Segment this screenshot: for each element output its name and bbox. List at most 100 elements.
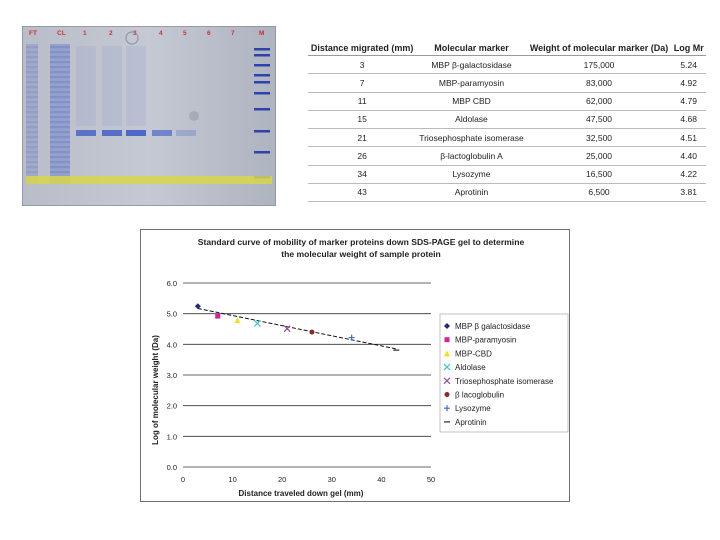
- gel-band: [50, 91, 70, 94]
- table-row: 26 β-lactoglobulin A 25,000 4.40: [308, 146, 706, 166]
- data-point: [194, 303, 201, 310]
- gel-lane-smear: [26, 44, 38, 184]
- marker-band: [254, 74, 270, 77]
- standard-curve-chart: Standard curve of mobility of marker pro…: [140, 229, 570, 502]
- lane-label: 1: [83, 30, 87, 37]
- y-tick-label: 2.0: [167, 402, 177, 411]
- gel-band: [50, 116, 70, 119]
- gel-band: [50, 101, 70, 104]
- table-cell: 16,500: [526, 165, 672, 184]
- marker-band: [254, 81, 270, 84]
- gel-band: [50, 171, 70, 174]
- table-cell: MBP-paramyosin: [416, 73, 527, 93]
- gel-band: [26, 56, 38, 59]
- lane-label: 2: [109, 30, 113, 37]
- table-cell: 34: [308, 165, 417, 184]
- table-cell: 4.22: [671, 165, 706, 184]
- marker-band: [254, 108, 270, 111]
- table-cell: 62,000: [526, 92, 672, 111]
- legend-label: Aprotinin: [455, 418, 487, 427]
- table-cell: 83,000: [526, 73, 672, 93]
- gel-band: [50, 131, 70, 134]
- y-tick-label: 1.0: [167, 432, 177, 441]
- gel-band: [26, 116, 38, 119]
- table-row: 21 Triosephosphate isomerase 32,500 4.51: [308, 128, 706, 148]
- gel-band: [26, 81, 38, 84]
- gel-band: [26, 136, 38, 139]
- table-cell: 4.79: [671, 92, 706, 111]
- lane-label: 4: [159, 30, 163, 37]
- marker-band: [254, 48, 270, 51]
- legend-marker: [444, 350, 450, 357]
- marker-band: [254, 130, 270, 133]
- gel-band: [26, 121, 38, 124]
- data-point: [309, 329, 315, 335]
- table-cell: 26: [308, 146, 417, 166]
- table-row: 3 MBP β-galactosidase 175,000 5.24: [308, 55, 706, 75]
- legend-label: MBP-paramyosin: [455, 336, 516, 345]
- legend-label: Lysozyme: [455, 404, 491, 413]
- gel-lane-smear: [126, 46, 146, 126]
- table-header-row: Distance migrated (mm) Molecular marker We…: [308, 42, 706, 56]
- table-cell: Triosephosphate isomerase: [416, 128, 527, 148]
- x-tick-label: 20: [278, 475, 286, 484]
- gel-band: [50, 86, 70, 89]
- table-row: 11 MBP CBD 62,000 4.79: [308, 92, 706, 111]
- gel-band: [50, 166, 70, 169]
- marker-band: [254, 92, 270, 95]
- gel-band: [26, 91, 38, 94]
- gel-band: [26, 66, 38, 69]
- trendline: [197, 307, 397, 350]
- table-cell: 175,000: [526, 55, 672, 75]
- gel-band: [26, 166, 38, 169]
- table-header-cell: Weight of molecular marker (Da): [526, 42, 672, 56]
- x-tick-label: 10: [228, 475, 236, 484]
- protein-band: [76, 130, 96, 136]
- legend-label: Aldolase: [455, 363, 486, 372]
- legend-marker: [444, 405, 450, 412]
- gel-band: [50, 121, 70, 124]
- table-cell: 4.40: [671, 146, 706, 166]
- lane-label: FT: [29, 30, 37, 37]
- table-row: 34 Lysozyme 16,500 4.22: [308, 165, 706, 184]
- table-cell: 47,500: [526, 110, 672, 130]
- table-cell: 4.51: [671, 128, 706, 148]
- data-point: [215, 313, 221, 319]
- x-tick-label: 50: [427, 475, 435, 484]
- table-row: 43 Aprotinin 6,500 3.81: [308, 183, 706, 203]
- gel-band: [26, 161, 38, 164]
- gel-band: [50, 161, 70, 164]
- table-cell: 4.92: [671, 73, 706, 93]
- protein-band: [102, 130, 122, 136]
- legend-box: [439, 313, 569, 433]
- table-cell: β-lactoglobulin A: [416, 146, 527, 166]
- y-tick-label: 6.0: [167, 279, 177, 288]
- gel-band: [26, 46, 38, 49]
- gel-band: [26, 76, 38, 79]
- gel-band: [50, 96, 70, 99]
- protein-band: [152, 130, 172, 136]
- lane-label: CL: [57, 30, 66, 37]
- dye-front: [26, 176, 272, 184]
- y-tick-label: 3.0: [167, 371, 177, 380]
- lane-label: M: [259, 30, 264, 37]
- protein-band: [176, 130, 196, 136]
- chart-legend: MBP β galactosidase MBP-paramyosin MBP-CBD…: [439, 313, 569, 433]
- legend-marker: [444, 323, 450, 329]
- marker-band: [254, 151, 270, 154]
- x-axis-label: Distance traveled down gel (mm): [239, 489, 364, 498]
- y-tick-label: 5.0: [167, 310, 177, 319]
- gel-band: [50, 111, 70, 114]
- table-row: 7 MBP-paramyosin 83,000 4.92: [308, 73, 706, 93]
- gel-band: [26, 101, 38, 104]
- table-header-cell: Molecular marker: [416, 42, 527, 56]
- lane-label: 6: [207, 30, 211, 37]
- table-cell: 11: [308, 92, 417, 111]
- gel-band: [50, 126, 70, 129]
- sds-page-gel-image: FT CL 1 2 3 4 5 6 7 M: [22, 26, 276, 206]
- gel-band: [50, 146, 70, 149]
- marker-band: [254, 54, 270, 57]
- lane-label: 3: [133, 30, 137, 37]
- table-cell: MBP CBD: [416, 92, 527, 111]
- table-row: 15 Aldolase 47,500 4.68: [308, 110, 706, 130]
